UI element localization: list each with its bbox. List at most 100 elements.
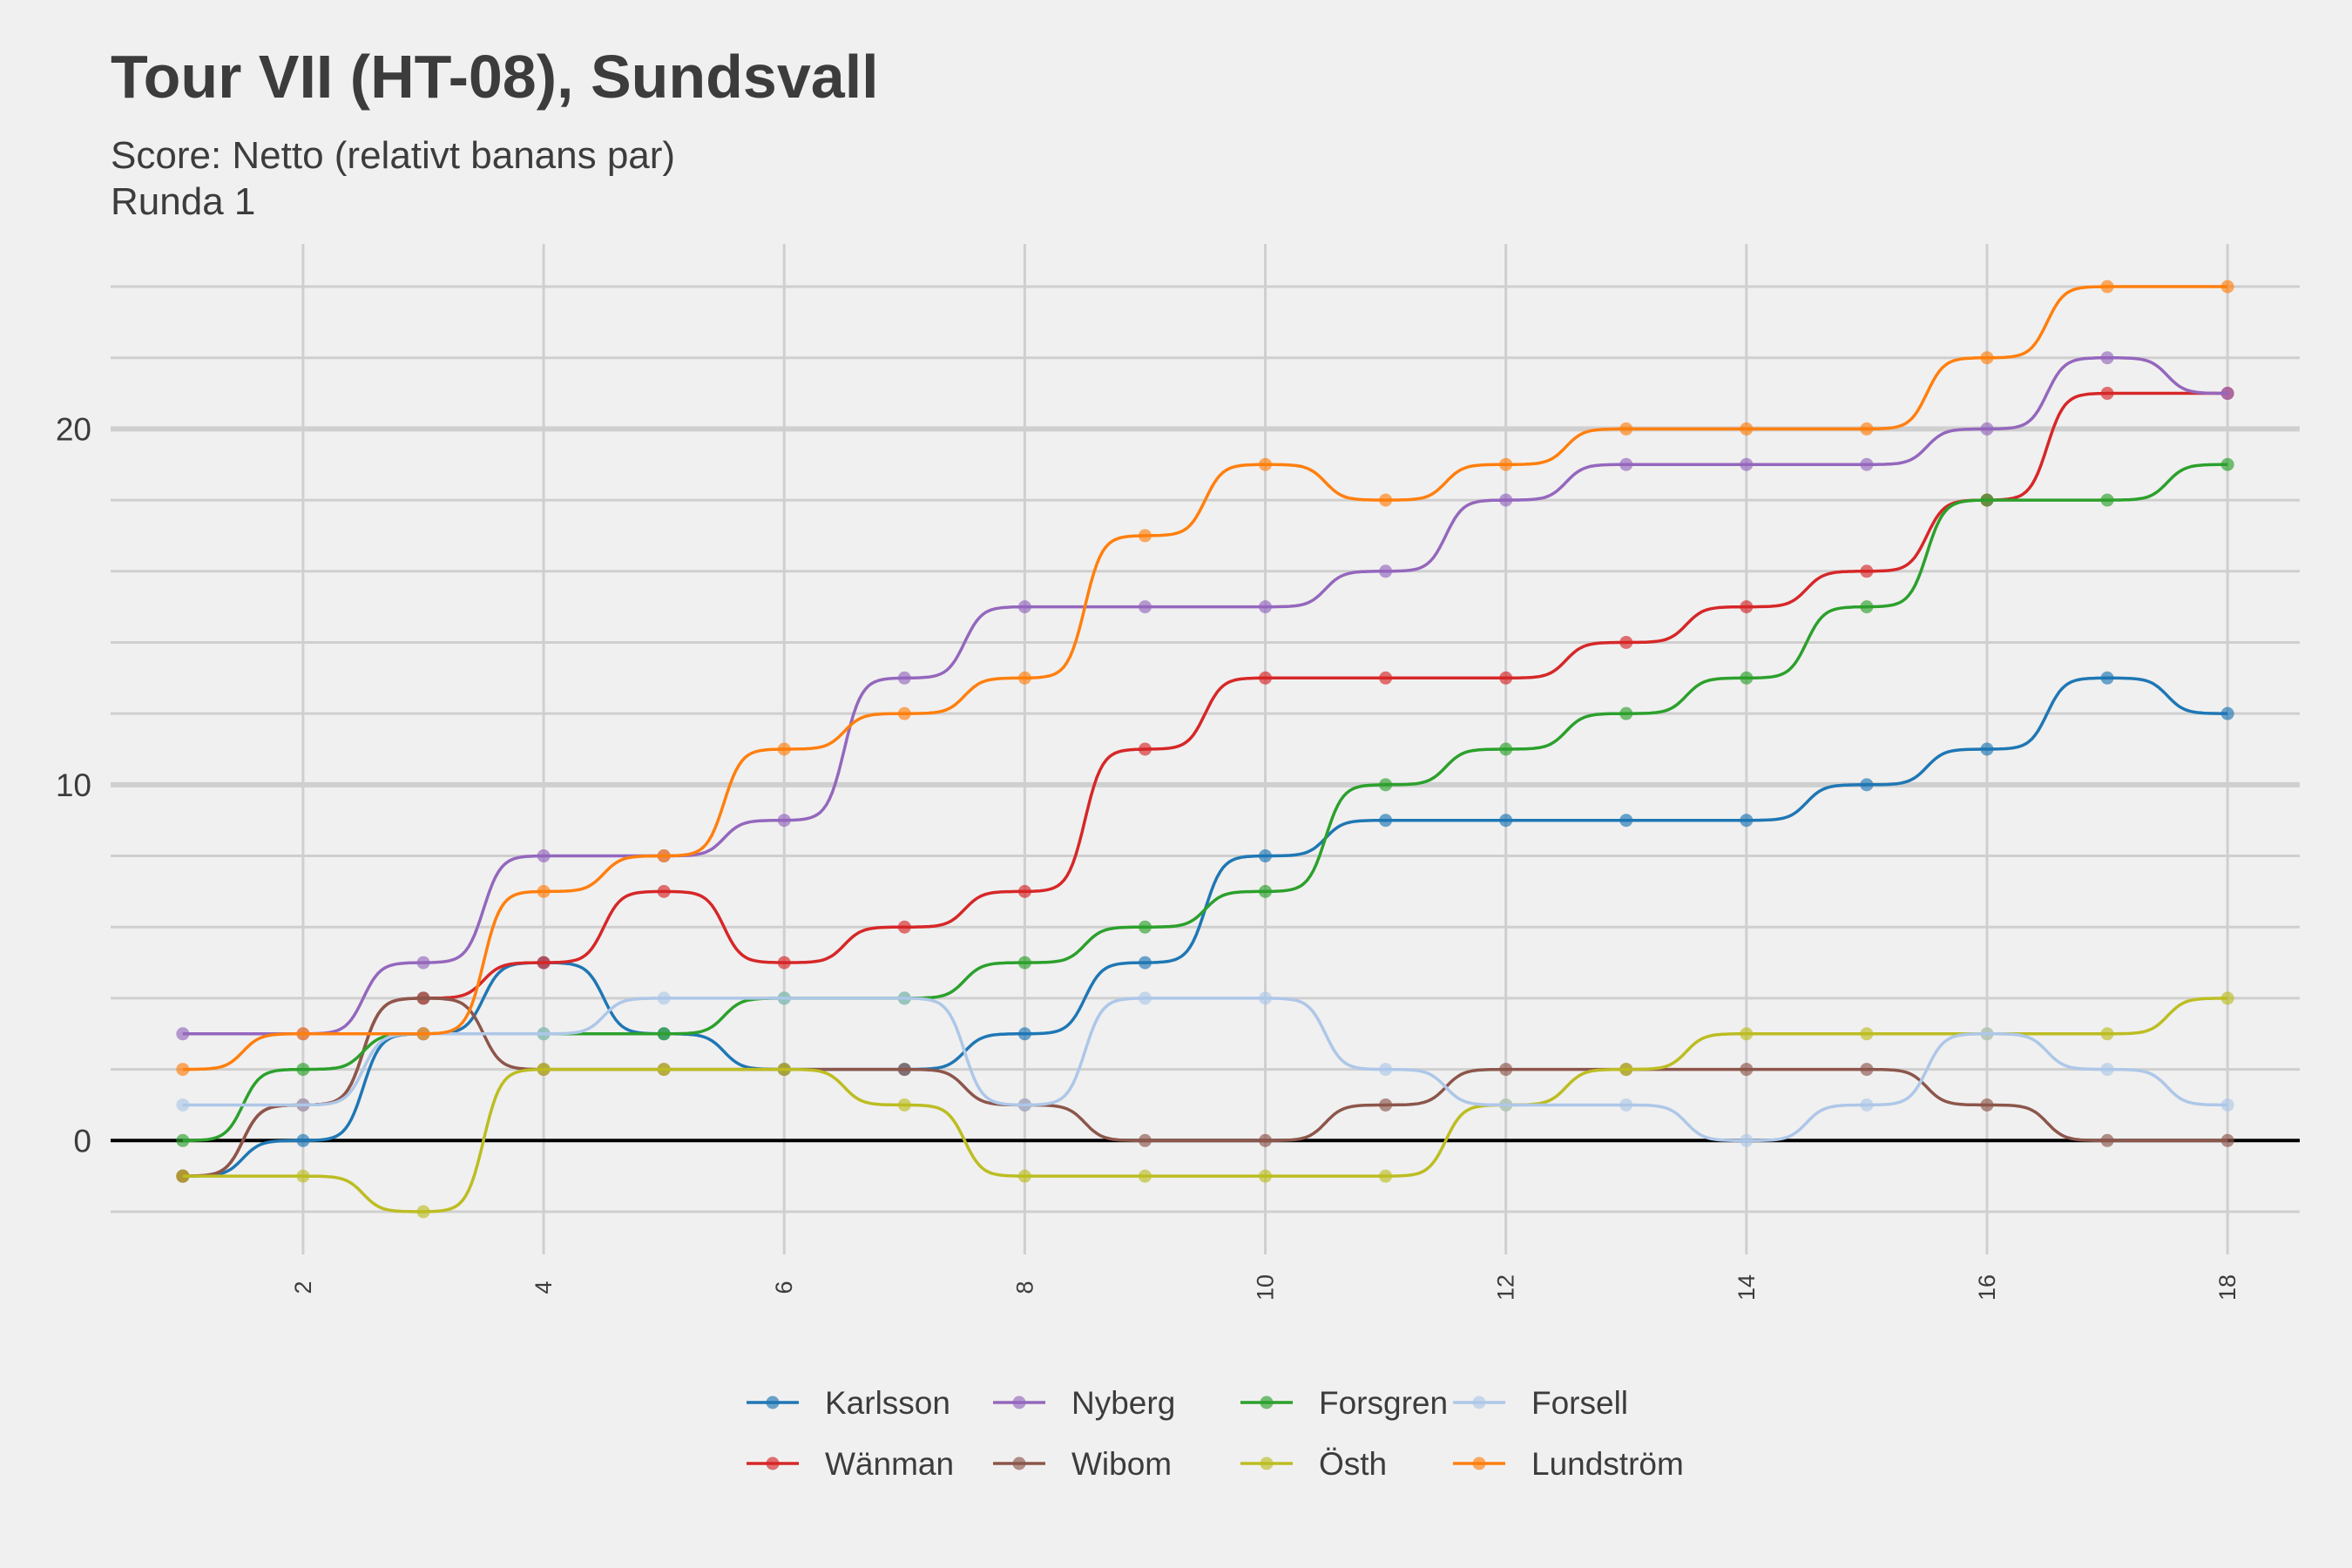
data-point-lundstr-m: [1499, 457, 1513, 471]
data-point-w-nman: [1379, 671, 1393, 685]
data-point-lundstr-m: [296, 1027, 310, 1041]
data-point--sth: [1740, 1027, 1754, 1041]
data-point-w-nman: [2100, 387, 2114, 401]
y-tick-label: 10: [56, 767, 91, 803]
data-point-forsell: [1259, 991, 1273, 1005]
x-tick-label: 14: [1734, 1274, 1760, 1301]
data-point-nyberg: [1017, 600, 1031, 614]
legend-item-nyberg: Nyberg: [993, 1385, 1175, 1421]
series-line--sth: [182, 997, 2228, 1213]
legend-label: Wänman: [825, 1446, 954, 1482]
data-point-forsgren: [1740, 671, 1754, 685]
data-point-w-nman: [1740, 600, 1754, 614]
data-point-wibom: [416, 991, 430, 1005]
data-point-karlsson: [1259, 849, 1273, 863]
legend-label: Karlsson: [825, 1385, 950, 1421]
data-point-nyberg: [1619, 457, 1633, 471]
legend-key-point: [1472, 1396, 1486, 1409]
data-point-forsell: [897, 991, 911, 1005]
data-point-lundstr-m: [897, 706, 911, 720]
data-point-w-nman: [1017, 884, 1031, 898]
x-tick-label: 4: [531, 1281, 557, 1294]
data-point-lundstr-m: [416, 1027, 430, 1041]
data-point-forsgren: [1138, 920, 1152, 934]
legend-item-karlsson: Karlsson: [747, 1385, 950, 1421]
data-point-nyberg: [1499, 493, 1513, 507]
data-point-forsgren: [1017, 956, 1031, 970]
data-point--sth: [1379, 1169, 1393, 1183]
legend: Karlsson Wänman Nyberg Wibom Forsgren Östh For…: [747, 1385, 1684, 1482]
data-point--sth: [416, 1205, 430, 1219]
legend-label: Wibom: [1071, 1446, 1172, 1482]
data-point-lundstr-m: [1860, 422, 1874, 436]
x-tick-label: 2: [290, 1281, 316, 1294]
data-point-wibom: [1259, 1133, 1273, 1147]
data-point-karlsson: [296, 1133, 310, 1147]
data-point-wibom: [2220, 1133, 2234, 1147]
data-point-forsgren: [2100, 493, 2114, 507]
data-point--sth: [777, 1063, 791, 1077]
data-point-wibom: [1499, 1063, 1513, 1077]
series-line-lundstr-m: [182, 285, 2228, 1071]
data-point-forsell: [777, 991, 791, 1005]
data-point-lundstr-m: [657, 849, 671, 863]
data-point-forsell: [1740, 1133, 1754, 1147]
data-point-w-nman: [1499, 671, 1513, 685]
data-point-forsgren: [1860, 600, 1874, 614]
legend-key-point: [1472, 1456, 1486, 1470]
data-point-wibom: [1379, 1098, 1393, 1112]
data-point--sth: [1259, 1169, 1273, 1183]
data-point-forsell: [537, 1027, 551, 1041]
data-point-karlsson: [2220, 706, 2234, 720]
legend-item-wibom: Wibom: [993, 1446, 1172, 1482]
data-point-lundstr-m: [1138, 529, 1152, 543]
data-point-wibom: [1860, 1063, 1874, 1077]
data-point-karlsson: [1138, 956, 1152, 970]
data-point-nyberg: [1138, 600, 1152, 614]
data-point-nyberg: [537, 849, 551, 863]
series--sth: [176, 991, 2234, 1219]
series-group: [176, 280, 2234, 1219]
legend-item-forsgren: Forsgren: [1240, 1385, 1448, 1421]
legend-item-lundstr-m: Lundström: [1453, 1446, 1684, 1482]
data-point-lundstr-m: [1980, 351, 1994, 365]
data-point-forsell: [1499, 1098, 1513, 1112]
data-point-forsgren: [657, 1027, 671, 1041]
data-point-forsell: [1980, 1027, 1994, 1041]
data-point--sth: [1860, 1027, 1874, 1041]
x-tick-label: 12: [1493, 1274, 1519, 1301]
data-point-lundstr-m: [777, 742, 791, 756]
data-point-karlsson: [1740, 814, 1754, 828]
series-line-w-nman: [182, 391, 2228, 1178]
data-point--sth: [296, 1169, 310, 1183]
data-point-lundstr-m: [2100, 280, 2114, 294]
legend-key-point: [1260, 1456, 1274, 1470]
data-point-wibom: [1740, 1063, 1754, 1077]
legend-label: Forsell: [1531, 1385, 1628, 1421]
legend-key-point: [766, 1456, 780, 1470]
data-point-lundstr-m: [1379, 493, 1393, 507]
data-point-forsell: [1860, 1098, 1874, 1112]
data-point-karlsson: [1379, 814, 1393, 828]
data-point-w-nman: [657, 884, 671, 898]
data-point-karlsson: [1017, 1027, 1031, 1041]
data-point--sth: [2100, 1027, 2114, 1041]
data-point-nyberg: [2220, 387, 2234, 401]
x-tick-label: 18: [2214, 1274, 2240, 1301]
x-tick-label: 10: [1253, 1274, 1279, 1301]
data-point-nyberg: [2100, 351, 2114, 365]
data-point-forsell: [1379, 1063, 1393, 1077]
data-point-forsell: [1138, 991, 1152, 1005]
data-point--sth: [1017, 1169, 1031, 1183]
data-point-forsell: [176, 1098, 190, 1112]
data-point-forsgren: [1259, 884, 1273, 898]
data-point-wibom: [897, 1063, 911, 1077]
data-point-forsgren: [1619, 706, 1633, 720]
data-point--sth: [1619, 1063, 1633, 1077]
legend-item--sth: Östh: [1240, 1446, 1387, 1482]
data-point-forsgren: [296, 1063, 310, 1077]
data-point-lundstr-m: [1619, 422, 1633, 436]
data-point-forsgren: [1379, 778, 1393, 792]
data-point-lundstr-m: [176, 1063, 190, 1077]
